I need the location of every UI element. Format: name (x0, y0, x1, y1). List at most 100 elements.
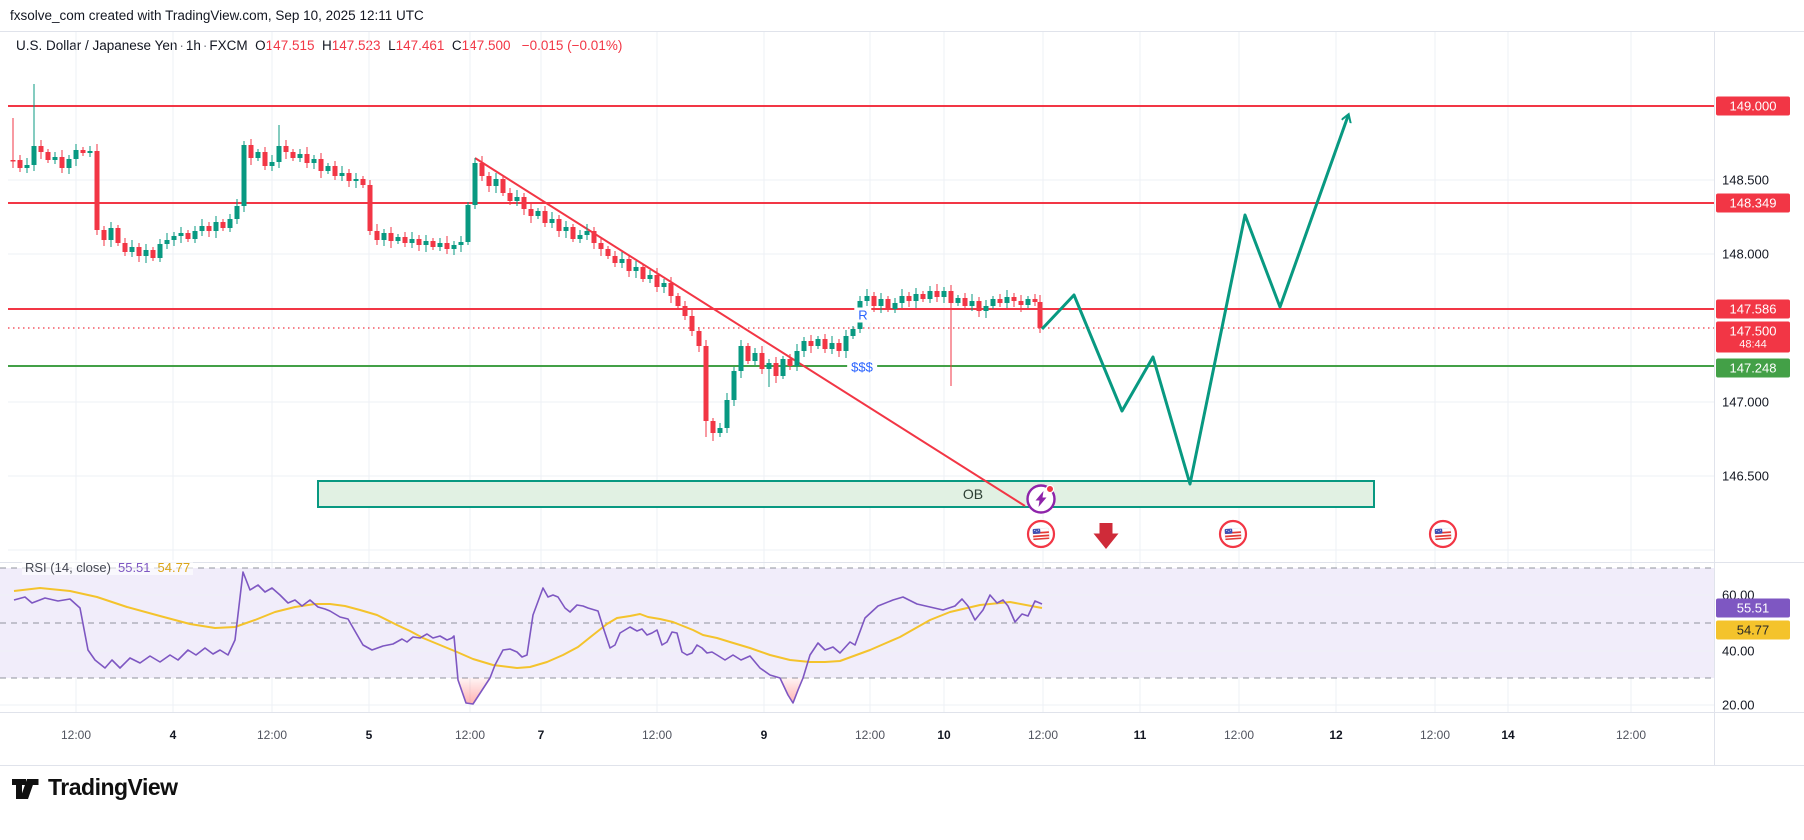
order-block-zone[interactable] (317, 480, 1375, 508)
candle (115, 228, 121, 243)
candle (87, 151, 93, 153)
candle (605, 249, 611, 256)
candle (682, 306, 688, 316)
close-value: 147.500 (461, 38, 511, 53)
resistance-label[interactable]: R (854, 307, 872, 323)
money-label[interactable]: $$$ (847, 359, 877, 375)
rsi-value: 55.51 (117, 560, 151, 575)
rsi-oversold-fill (780, 678, 803, 703)
candle (521, 197, 527, 209)
candle (178, 233, 184, 236)
candle (808, 341, 814, 346)
candle (738, 346, 744, 371)
candle (269, 162, 275, 166)
brand-wordmark: TradingView (48, 773, 178, 800)
candle (584, 231, 590, 235)
candle (325, 166, 331, 171)
attribution-text: fxsolve_com created with TradingView.com… (10, 8, 424, 23)
candle (486, 176, 492, 186)
projection-path[interactable] (1040, 116, 1348, 486)
candle (549, 219, 555, 223)
time-axis-label: 12:00 (60, 728, 92, 742)
candle (472, 163, 478, 205)
candle (297, 154, 303, 158)
candle (850, 329, 856, 336)
candle (374, 231, 380, 240)
order-block-label[interactable]: OB (962, 486, 984, 502)
candle (129, 247, 135, 252)
candle (430, 241, 436, 247)
candle (962, 298, 968, 306)
candle (80, 150, 86, 153)
candle (822, 339, 828, 349)
time-axis-label: 12:00 (454, 728, 486, 742)
down-arrow-icon[interactable] (1093, 523, 1119, 549)
candle (598, 243, 604, 249)
rsi-axis-label: 40.00 (1722, 643, 1755, 659)
candle (542, 211, 548, 223)
candle (185, 233, 191, 239)
time-axis-label: 4 (169, 728, 177, 742)
candle (864, 296, 870, 301)
candle (913, 294, 919, 301)
candle (94, 151, 100, 230)
candle (17, 160, 23, 168)
candle (255, 152, 261, 158)
us-flag-icon[interactable] (1218, 519, 1248, 549)
pane-separator[interactable] (0, 562, 1804, 563)
time-axis-label: 12 (1329, 728, 1343, 742)
candle (395, 237, 401, 241)
candle (780, 359, 786, 376)
candle (696, 331, 702, 346)
time-axis-label: 9 (760, 728, 768, 742)
candle (234, 206, 240, 219)
candle (717, 428, 723, 433)
candle (360, 179, 366, 185)
candle (752, 353, 758, 361)
candle (906, 296, 912, 301)
us-flag-icon[interactable] (1428, 519, 1458, 549)
candle (654, 275, 660, 287)
candle (885, 299, 891, 309)
candle (423, 241, 429, 245)
time-axis-label: 7 (537, 728, 545, 742)
candle (248, 145, 254, 158)
candle (171, 236, 177, 240)
candle (416, 239, 422, 245)
candle (731, 371, 737, 400)
candle (10, 160, 16, 162)
candle (528, 209, 534, 216)
candle (465, 205, 471, 242)
candle (283, 146, 289, 152)
rsi-legend[interactable]: RSI (14, close) 55.51 54.77 (22, 560, 194, 575)
candle (150, 250, 156, 258)
time-axis-label: 12:00 (256, 728, 288, 742)
candle (703, 346, 709, 421)
high-value: 147.523 (331, 38, 381, 53)
time-axis-label: 12:00 (1223, 728, 1255, 742)
us-flag-icon[interactable] (1026, 519, 1056, 549)
candle (983, 306, 989, 311)
tradingview-footer[interactable]: TradingView (10, 772, 178, 802)
candle (73, 150, 79, 159)
candle (227, 219, 233, 228)
flash-icon[interactable] (1026, 484, 1056, 514)
candle (367, 185, 373, 231)
candle (1032, 299, 1038, 302)
trendline[interactable] (474, 157, 1026, 507)
candle (710, 421, 716, 433)
candle (24, 165, 30, 168)
candle (927, 291, 933, 299)
candle (801, 341, 807, 351)
widget-bottom-border (0, 765, 1804, 766)
time-axis-label: 12:00 (641, 728, 673, 742)
candle (668, 283, 674, 296)
candle (402, 237, 408, 243)
time-axis-label: 12:00 (1615, 728, 1647, 742)
rsi-value-badge: 55.51 (1716, 598, 1790, 618)
symbol-legend[interactable]: U.S. Dollar / Japanese Yen · 1h · FXCM O147.… (16, 38, 622, 53)
interval-label: 1h (185, 38, 201, 53)
time-axis-label: 12:00 (854, 728, 886, 742)
candle (759, 353, 765, 369)
